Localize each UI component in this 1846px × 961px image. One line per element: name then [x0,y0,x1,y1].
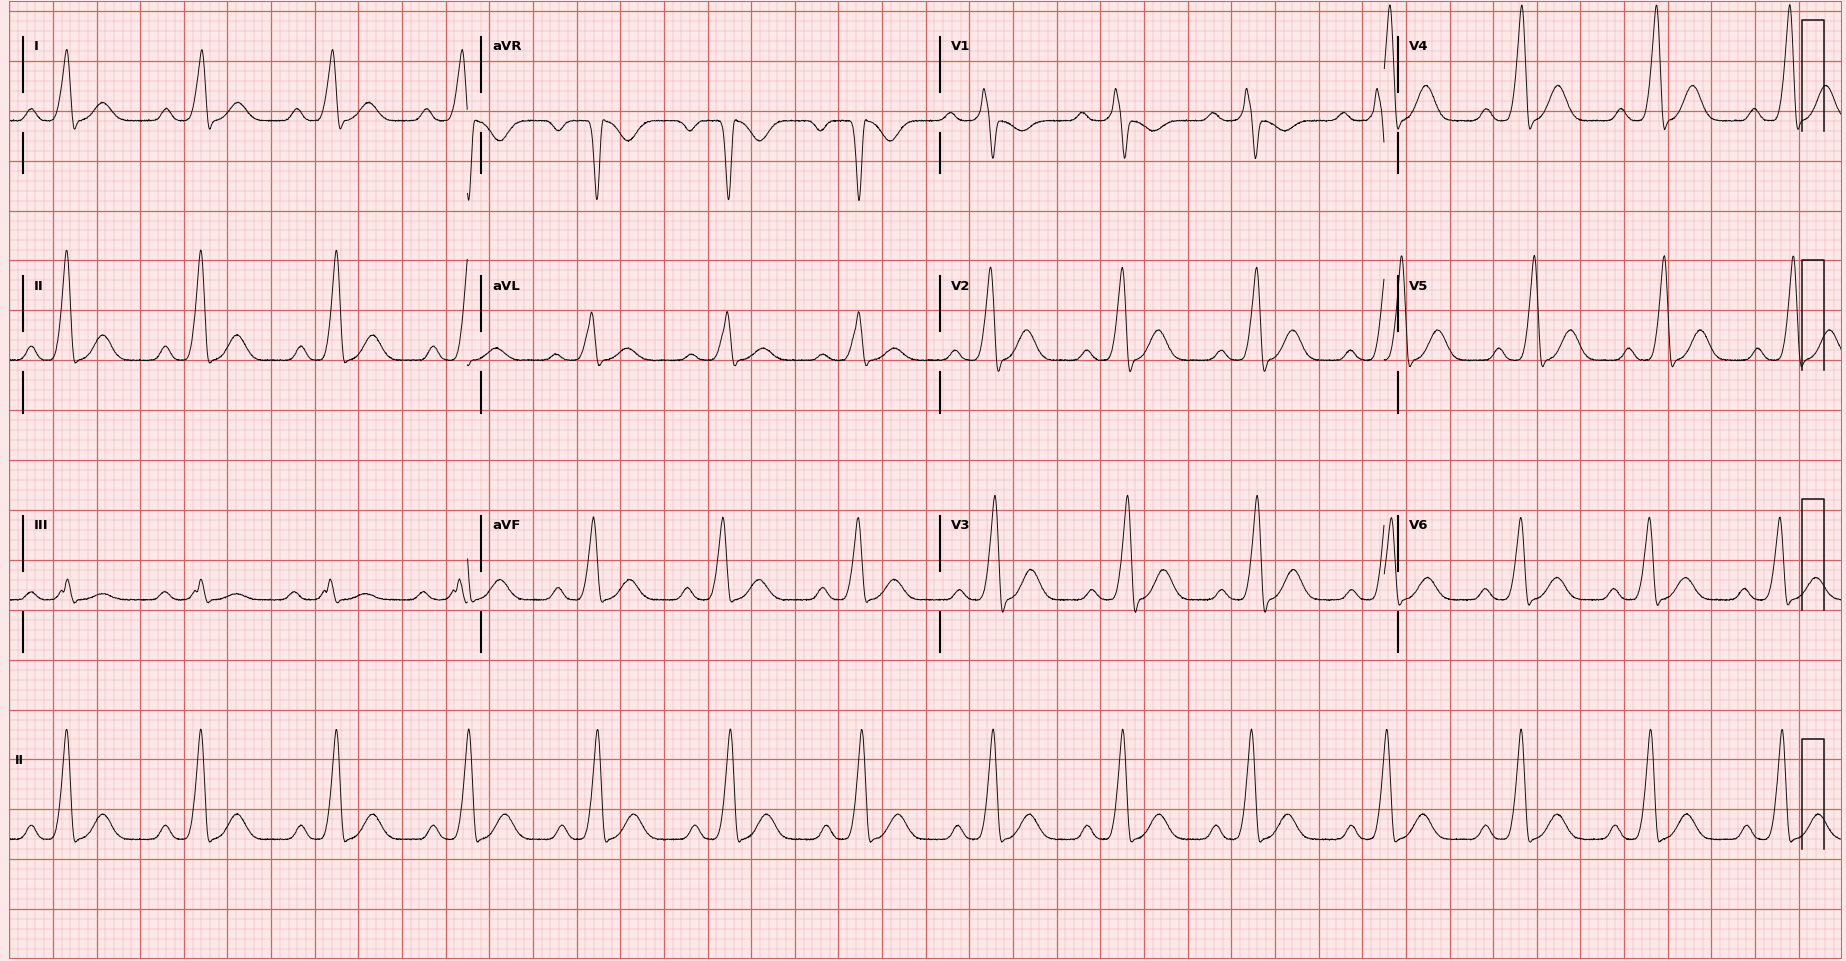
Text: II: II [15,753,24,766]
Text: V6: V6 [1408,519,1429,531]
Text: aVF: aVF [493,519,521,531]
Text: V3: V3 [951,519,969,531]
Text: V4: V4 [1408,40,1429,53]
Text: V5: V5 [1408,280,1429,292]
Text: aVL: aVL [493,280,521,292]
Text: aVR: aVR [493,40,522,53]
Text: I: I [33,40,39,53]
Text: III: III [33,519,48,531]
Text: V1: V1 [951,40,969,53]
Text: II: II [33,280,44,292]
Text: V2: V2 [951,280,969,292]
